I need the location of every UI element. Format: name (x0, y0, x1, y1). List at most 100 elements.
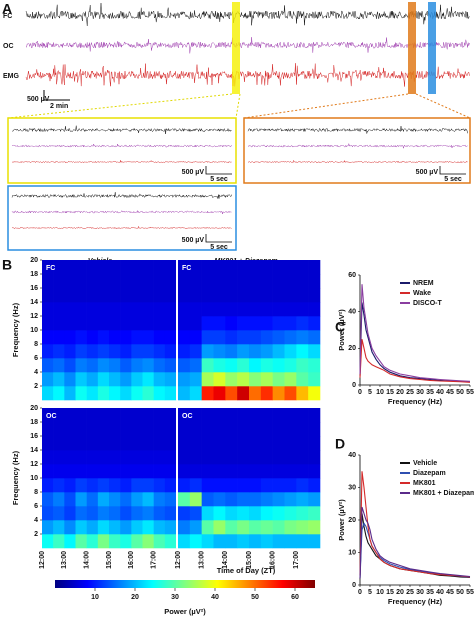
heatmap-cell (42, 436, 54, 451)
y-tick-label: 4 (34, 517, 38, 524)
heatmap-cell (308, 534, 321, 549)
heatmap-cell (153, 534, 166, 549)
heatmap-cell (97, 302, 110, 317)
heatmap-cell (178, 436, 191, 451)
heatmap-cell (142, 386, 154, 401)
heatmap-cell (225, 450, 238, 465)
heatmap-cell (120, 408, 132, 423)
heatmap-cell (64, 408, 76, 423)
heatmap-cell (272, 260, 285, 275)
heatmap-cell (109, 344, 121, 359)
heatmap-cell (142, 330, 154, 345)
highlight (428, 2, 436, 94)
heatmap-cell (249, 302, 262, 317)
heatmap-cell (53, 302, 65, 317)
heatmap-cell (86, 260, 99, 275)
heatmap-cell (131, 344, 143, 359)
heatmap-cell (225, 358, 238, 373)
heatmap-cell (284, 330, 297, 345)
heatmap-cell (75, 330, 87, 345)
heatmap-cell (86, 408, 99, 423)
series-line (359, 302, 471, 383)
heatmap-cell (164, 534, 177, 549)
heatmap-cell (142, 274, 154, 289)
heatmap-cell (97, 316, 110, 331)
heatmap-cell (189, 316, 202, 331)
heatmap-cell (120, 422, 132, 437)
heatmap-cell (64, 386, 76, 401)
heatmap-cell (75, 358, 87, 373)
heatmap-cell (272, 520, 285, 535)
heatmap-cell (42, 316, 54, 331)
x-tick-label: 35 (426, 589, 434, 596)
heatmap-cell (109, 464, 121, 479)
heatmap-cell (75, 344, 87, 359)
heatmap-cell (284, 450, 297, 465)
heatmap-cell (75, 260, 87, 275)
heatmap-cell (53, 492, 65, 507)
heatmap-cell (97, 450, 110, 465)
heatmap-cell (225, 422, 238, 437)
heatmap-cell (237, 422, 250, 437)
heatmap-cell (260, 534, 273, 549)
x-tick-label: 13:00 (61, 551, 68, 569)
heatmap-cell (308, 302, 321, 317)
heatmap-cell (153, 520, 166, 535)
heatmap-cell (260, 436, 273, 451)
heatmap-cell (109, 478, 121, 493)
heatmap-cell (237, 274, 250, 289)
heatmap-cell (201, 436, 214, 451)
heatmap-cell (296, 344, 309, 359)
heatmap-cell (86, 534, 99, 549)
x-tick-label: 45 (446, 389, 454, 396)
y-tick-label: 6 (34, 355, 38, 362)
zoom-box (7, 117, 237, 184)
heatmap-cell (142, 358, 154, 373)
y-tick-label: 8 (34, 341, 38, 348)
x-tick-label: 12:00 (175, 551, 182, 569)
heatmap-cell (64, 520, 76, 535)
heatmap-cell (64, 506, 76, 521)
heatmap-cell (178, 288, 191, 303)
heatmap-cell (142, 450, 154, 465)
heatmap-cell (308, 478, 321, 493)
highlight (232, 2, 240, 94)
heatmap-cell (308, 386, 321, 401)
heatmap-cell (109, 520, 121, 535)
heatmap-cell (75, 386, 87, 401)
heatmap-cell (120, 344, 132, 359)
heatmap-cell (284, 534, 297, 549)
heatmap-cell (53, 534, 65, 549)
heatmap-cell (237, 520, 250, 535)
heatmap-cell (189, 520, 202, 535)
heatmap-cell (284, 506, 297, 521)
heatmap-cell (86, 464, 99, 479)
heatmap-cell (178, 358, 191, 373)
x-tick-label: 14:00 (84, 551, 91, 569)
heatmap-cell (42, 478, 54, 493)
heatmap-cell (97, 260, 110, 275)
x-tick-label: 5 (368, 589, 372, 596)
heatmap-cell (249, 506, 262, 521)
series-line (359, 284, 471, 382)
channel-label: OC (3, 43, 14, 50)
heatmap-cell (75, 274, 87, 289)
heatmap-cell (164, 386, 177, 401)
y-tick-label: 0 (352, 582, 356, 589)
x-tick-label: 25 (406, 389, 414, 396)
heatmap-cell (225, 260, 238, 275)
region-label: OC (46, 413, 57, 420)
heatmap-cell (213, 316, 226, 331)
x-tick-label: 15:00 (246, 551, 253, 569)
zoom-scales: 500 µV 5 sec 500 µV 5 sec 500 µV 5 sec (182, 166, 466, 251)
heatmap-cell (201, 358, 214, 373)
heatmap-cell (64, 302, 76, 317)
heatmap-cell (75, 408, 87, 423)
heatmap-cell (164, 520, 177, 535)
heatmap-cell (86, 436, 99, 451)
heatmap-cell (42, 450, 54, 465)
heatmap-cell (225, 534, 238, 549)
heatmap-cell (225, 330, 238, 345)
heatmap-cell (131, 450, 143, 465)
